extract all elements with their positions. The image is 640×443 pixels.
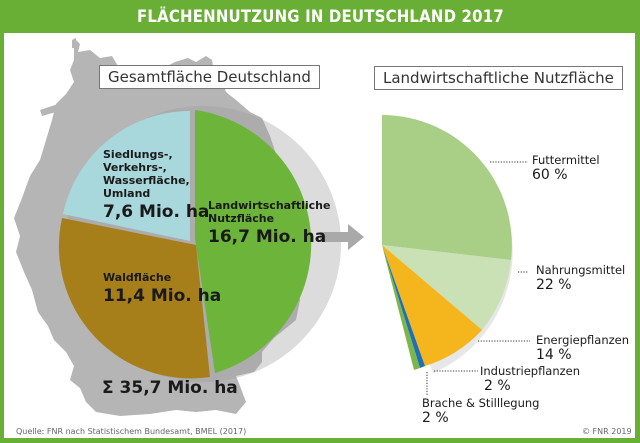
label-industriepflanzen-percent: 2 %	[484, 378, 511, 394]
pie-slice-landwirtschaft	[195, 110, 312, 373]
map-island-2	[72, 38, 76, 48]
left-chart-heading: Gesamtfläche Deutschland	[99, 65, 320, 89]
label-futtermittel: Futtermittel 60 %	[532, 153, 600, 183]
pie-slice-siedlung	[63, 111, 190, 241]
pie-slice-wald	[58, 218, 210, 379]
label-wald: Waldfläche 11,4 Mio. ha	[103, 271, 221, 306]
sum-icon: Σ	[102, 378, 114, 398]
label-nahrungsmittel-percent: 22 %	[536, 277, 572, 293]
label-wald-line1: Waldfläche	[103, 271, 172, 284]
leader-lines	[426, 161, 530, 396]
pie-slice-brache	[382, 245, 420, 370]
total-value: 35,7 Mio. ha	[119, 378, 238, 398]
label-siedlung: Siedlungs-, Verkehrs-, Wasserfläche, Uml…	[103, 148, 209, 222]
pie-slice-futtermittel	[382, 115, 512, 260]
label-futtermittel-percent: 60 %	[532, 167, 568, 183]
arrow-shaft	[320, 232, 350, 242]
page-title: FLÄCHENNUTZUNG IN DEUTSCHLAND 2017	[136, 6, 504, 27]
label-brache: Brache & Stilllegung 2 %	[422, 396, 539, 426]
title-bar: FLÄCHENNUTZUNG IN DEUTSCHLAND 2017	[0, 0, 640, 33]
label-landwirtschaft-line2: Nutzfläche	[208, 212, 275, 225]
content-panel: Gesamtfläche Deutschland Landwirtschaftl…	[4, 33, 635, 438]
label-industriepflanzen: Industriepflanzen 2 %	[480, 364, 580, 394]
label-energiepflanzen: Energiepflanzen 14 %	[536, 333, 629, 363]
map-island-1	[40, 104, 58, 116]
charts-svg	[14, 38, 530, 416]
label-landwirtschaft-line1: Landwirtschaftliche	[208, 199, 331, 212]
label-siedlung-line4: Umland	[103, 187, 151, 200]
pie-slice-energiepflanzen	[382, 245, 482, 366]
label-industriepflanzen-name: Industriepflanzen	[480, 364, 581, 378]
value-wald: 11,4 Mio. ha	[103, 286, 222, 306]
copyright-note: © FNR 2019	[582, 427, 632, 436]
arrow-head-icon	[348, 224, 364, 250]
value-siedlung: 7,6 Mio. ha	[103, 202, 210, 222]
label-futtermittel-name: Futtermittel	[532, 153, 600, 167]
label-energiepflanzen-name: Energiepflanzen	[536, 333, 630, 347]
label-nahrungsmittel-name: Nahrungsmittel	[536, 263, 626, 277]
pie-slice-nahrungsmittel	[382, 245, 511, 330]
label-brache-percent: 2 %	[422, 410, 449, 426]
label-siedlung-line1: Siedlungs-,	[103, 148, 173, 161]
right-chart-heading: Landwirtschaftliche Nutzfläche	[374, 66, 623, 90]
label-siedlung-line3: Wasserfläche,	[103, 174, 190, 187]
label-siedlung-line2: Verkehrs-,	[103, 161, 167, 174]
label-nahrungsmittel: Nahrungsmittel 22 %	[536, 263, 625, 293]
pie-slice-industriepflanzen	[382, 245, 425, 368]
label-energiepflanzen-percent: 14 %	[536, 347, 572, 363]
label-landwirtschaft: Landwirtschaftliche Nutzfläche 16,7 Mio.…	[208, 199, 330, 247]
label-brache-name: Brache & Stilllegung	[422, 396, 540, 410]
value-landwirtschaft: 16,7 Mio. ha	[208, 227, 327, 247]
source-note: Quelle: FNR nach Statistischem Bundesamt…	[16, 427, 247, 436]
total-label: Σ 35,7 Mio. ha	[102, 378, 238, 398]
